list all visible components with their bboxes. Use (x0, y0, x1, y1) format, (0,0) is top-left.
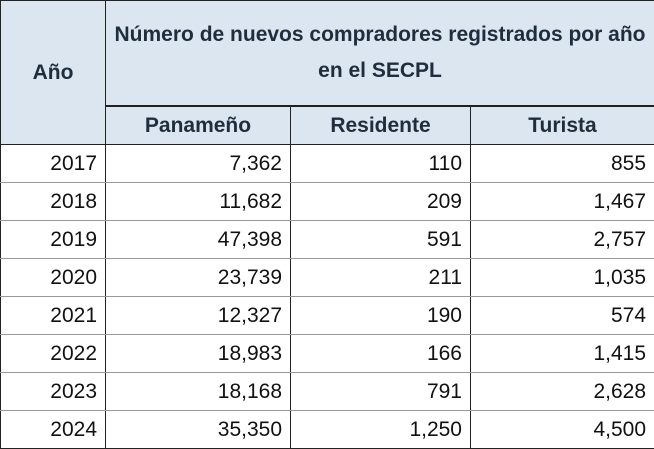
value-cell: 211 (291, 259, 471, 297)
table-title: Número de nuevos compradores registrados… (106, 1, 654, 107)
year-cell: 2017 (1, 145, 106, 183)
year-cell: 2018 (1, 183, 106, 221)
value-cell: 791 (291, 373, 471, 411)
table-head: Año Número de nuevos compradores registr… (1, 1, 654, 145)
year-cell: 2019 (1, 221, 106, 259)
value-cell: 1,415 (471, 335, 654, 373)
header-row: Año Número de nuevos compradores registr… (1, 1, 654, 107)
value-cell: 190 (291, 297, 471, 335)
value-cell: 11,682 (106, 183, 291, 221)
value-cell: 18,168 (106, 373, 291, 411)
year-cell: 2024 (1, 411, 106, 449)
value-cell: 1,035 (471, 259, 654, 297)
value-cell: 209 (291, 183, 471, 221)
value-cell: 1,467 (471, 183, 654, 221)
year-header: Año (1, 1, 106, 145)
value-cell: 4,500 (471, 411, 654, 449)
value-cell: 110 (291, 145, 471, 183)
value-cell: 2,757 (471, 221, 654, 259)
column-header: Residente (291, 106, 471, 145)
value-cell: 591 (291, 221, 471, 259)
value-cell: 1,250 (291, 411, 471, 449)
value-cell: 18,983 (106, 335, 291, 373)
year-cell: 2022 (1, 335, 106, 373)
value-cell: 2,628 (471, 373, 654, 411)
column-header: Turista (471, 106, 654, 145)
value-cell: 23,739 (106, 259, 291, 297)
value-cell: 855 (471, 145, 654, 183)
year-cell: 2021 (1, 297, 106, 335)
value-cell: 47,398 (106, 221, 291, 259)
value-cell: 7,362 (106, 145, 291, 183)
value-cell: 166 (291, 335, 471, 373)
year-cell: 2023 (1, 373, 106, 411)
value-cell: 35,350 (106, 411, 291, 449)
year-cell: 2020 (1, 259, 106, 297)
column-header: Panameño (106, 106, 291, 145)
value-cell: 574 (471, 297, 654, 335)
value-cell: 12,327 (106, 297, 291, 335)
